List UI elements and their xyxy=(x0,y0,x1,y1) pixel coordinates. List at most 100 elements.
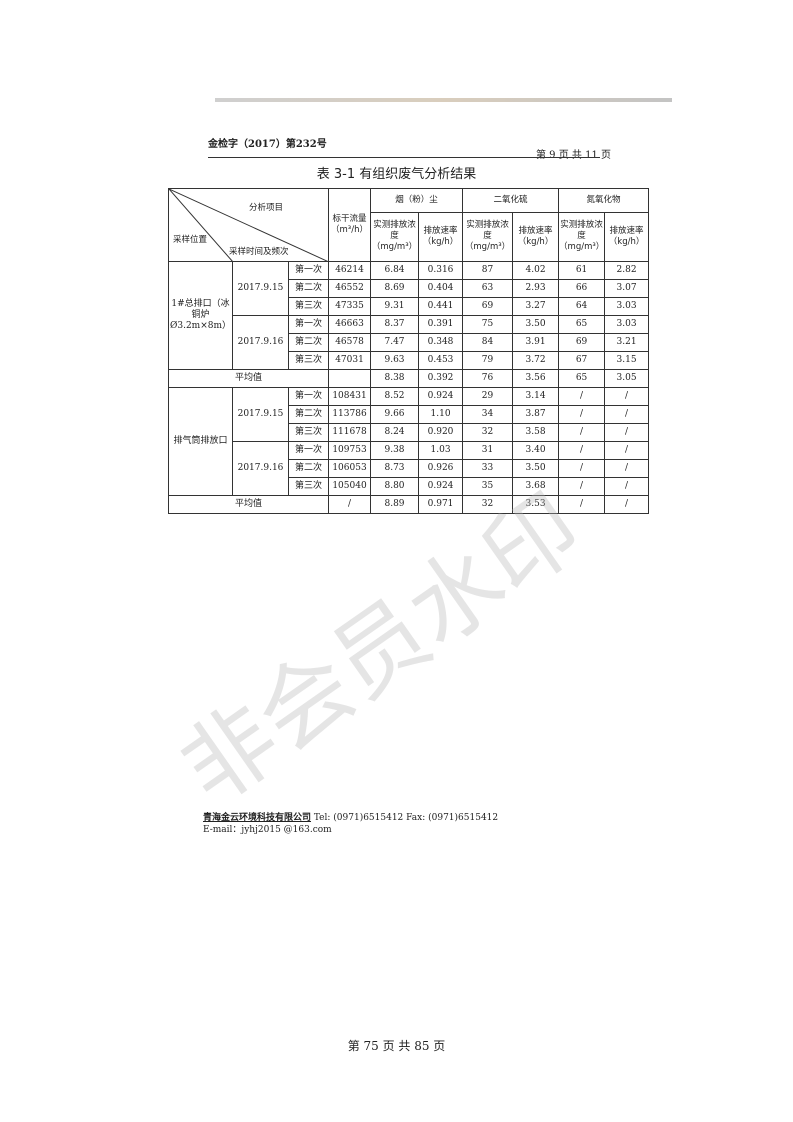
sample-order: 第一次 xyxy=(287,315,330,334)
value-cell: 3.05 xyxy=(604,369,650,388)
value-cell: 3.72 xyxy=(512,351,560,370)
value-cell: / xyxy=(604,477,650,496)
value-cell: 76 xyxy=(462,369,514,388)
value-cell: 2.93 xyxy=(512,279,560,298)
value-cell: 3.21 xyxy=(604,333,650,352)
sample-order: 第三次 xyxy=(287,351,330,370)
flow-header: 标干流量（m³/h） xyxy=(328,188,372,262)
value-cell: 8.89 xyxy=(370,495,420,514)
value-cell: 3.15 xyxy=(604,351,650,370)
value-cell: 3.27 xyxy=(512,297,560,316)
analysis-table: 分析项目 采样位置 采样时间及频次 标干流量（m³/h） 烟（粉）尘 二氧化硫 … xyxy=(167,188,650,514)
value-cell: 113786 xyxy=(328,405,372,424)
value-cell: 108431 xyxy=(328,387,372,406)
value-cell: 3.03 xyxy=(604,297,650,316)
value-cell: 0.920 xyxy=(418,423,464,442)
value-cell: 109753 xyxy=(328,441,372,460)
value-cell: 69 xyxy=(558,333,606,352)
value-cell: 1.10 xyxy=(418,405,464,424)
sample-order: 第二次 xyxy=(287,405,330,424)
value-cell: 46663 xyxy=(328,315,372,334)
value-cell: 47031 xyxy=(328,351,372,370)
value-cell: 9.31 xyxy=(370,297,420,316)
table-row: 第三次 105040 8.80 0.924 35 3.68// xyxy=(169,477,650,496)
value-cell: 69 xyxy=(462,297,514,316)
sample-order: 第一次 xyxy=(287,261,330,280)
value-cell: 8.69 xyxy=(370,279,420,298)
conc-header: 实测排放浓度（mg/m³） xyxy=(558,211,606,263)
value-cell: 8.52 xyxy=(370,387,420,406)
value-cell: / xyxy=(328,495,372,514)
value-cell: 111678 xyxy=(328,423,372,442)
rate-header: 排放速率（kg/h） xyxy=(418,211,464,263)
sample-date: 2017.9.15 xyxy=(232,261,289,316)
value-cell: 34 xyxy=(462,405,514,424)
value-cell: 3.14 xyxy=(512,387,560,406)
corner-time: 采样时间及频次 xyxy=(229,247,289,257)
rate-header: 排放速率（kg/h） xyxy=(604,211,650,263)
value-cell: / xyxy=(558,387,606,406)
value-cell: / xyxy=(558,423,606,442)
value-cell: 0.404 xyxy=(418,279,464,298)
value-cell: 67 xyxy=(558,351,606,370)
value-cell: / xyxy=(604,495,650,514)
value-cell: 3.07 xyxy=(604,279,650,298)
scan-edge xyxy=(215,98,672,102)
sample-order: 第三次 xyxy=(287,423,330,442)
value-cell: 8.38 xyxy=(370,369,420,388)
value-cell: 4.02 xyxy=(512,261,560,280)
value-cell: 8.37 xyxy=(370,315,420,334)
value-cell: 47335 xyxy=(328,297,372,316)
value-cell: 0.453 xyxy=(418,351,464,370)
table-row: 第二次 46578 7.47 0.348 84 3.91 69 3.21 xyxy=(169,333,650,352)
page-number: 第 75 页 共 85 页 xyxy=(347,1039,446,1053)
value-cell: 8.73 xyxy=(370,459,420,478)
page-of: 第 9 页 共 11 页 xyxy=(536,150,611,161)
conc-header: 实测排放浓度（mg/m³） xyxy=(370,211,420,263)
value-cell: 75 xyxy=(462,315,514,334)
value-cell: 105040 xyxy=(328,477,372,496)
value-cell: 3.56 xyxy=(512,369,560,388)
value-cell: 9.66 xyxy=(370,405,420,424)
value-cell: / xyxy=(558,441,606,460)
value-cell: 61 xyxy=(558,261,606,280)
value-cell: 6.84 xyxy=(370,261,420,280)
table-row: 排气筒排放口 2017.9.15 第一次 108431 8.52 0.924 29 3.14/… xyxy=(168,387,650,496)
average-row: 平均值/8.89 0.971 32 3.53// xyxy=(167,495,650,514)
value-cell: 32 xyxy=(462,423,514,442)
table-row: 第二次 106053 8.73 0.926 33 3.50// xyxy=(169,459,650,478)
table-row: 第三次 47031 9.63 0.453 79 3.72 67 3.15 xyxy=(169,351,650,370)
average-label: 平均值 xyxy=(167,495,330,514)
value-cell: 63 xyxy=(462,279,514,298)
value-cell: 65 xyxy=(558,315,606,334)
value-cell: 106053 xyxy=(328,459,372,478)
value-cell: 0.392 xyxy=(418,369,464,388)
value-cell: 7.47 xyxy=(370,333,420,352)
doc-number: 金检字（2017）第232号 xyxy=(208,139,327,150)
table-row: 2017.9.16 第一次 109753 9.38 1.03 31 3.40// xyxy=(169,441,650,496)
table-row: 第三次 47335 9.31 0.441 69 3.27 64 3.03 xyxy=(169,297,650,316)
value-cell: 0.971 xyxy=(418,495,464,514)
value-cell: 3.58 xyxy=(512,423,560,442)
sample-date: 2017.9.15 xyxy=(232,387,289,442)
value-cell: 29 xyxy=(462,387,514,406)
value-cell: 46578 xyxy=(328,333,372,352)
footer-email: E-mail：jyhj2015 @163.com xyxy=(203,825,332,835)
value-cell: / xyxy=(604,423,650,442)
value-cell: / xyxy=(558,405,606,424)
sample-order: 第三次 xyxy=(287,477,330,496)
value-cell: 0.316 xyxy=(418,261,464,280)
corner-cell: 分析项目 采样位置 采样时间及频次 xyxy=(167,188,330,262)
site-name: 1#总排口（冰铜炉Ø3.2m×8m） xyxy=(168,261,233,370)
value-cell: 9.63 xyxy=(370,351,420,370)
value-cell: 0.924 xyxy=(418,477,464,496)
value-cell: / xyxy=(604,459,650,478)
value-cell xyxy=(328,369,372,388)
value-cell: / xyxy=(604,405,650,424)
rate-header: 排放速率（kg/h） xyxy=(512,211,560,263)
sample-date: 2017.9.16 xyxy=(232,441,289,496)
table-title: 表 3-1 有组织废气分析结果 xyxy=(316,167,477,182)
value-cell: 0.926 xyxy=(418,459,464,478)
value-cell: 79 xyxy=(462,351,514,370)
